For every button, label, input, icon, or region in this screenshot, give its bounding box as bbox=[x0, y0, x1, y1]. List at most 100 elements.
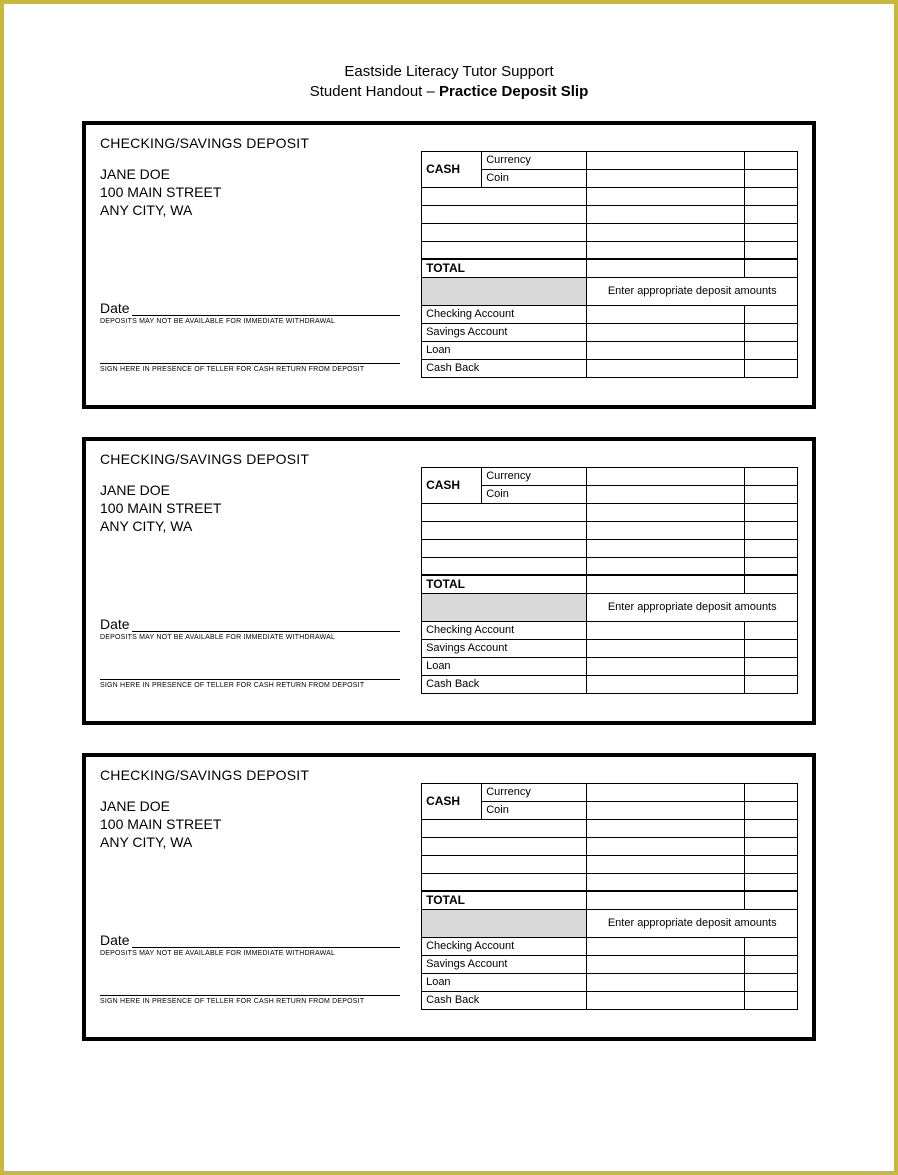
row-total: TOTAL bbox=[422, 891, 798, 909]
payee-street: 100 MAIN STREET bbox=[100, 499, 421, 517]
total-cents bbox=[745, 259, 798, 277]
payee-street: 100 MAIN STREET bbox=[100, 815, 421, 833]
date-block: Date DEPOSITS MAY NOT BE AVAILABLE FOR I… bbox=[100, 932, 400, 957]
checking-cents bbox=[745, 937, 798, 955]
coin-label: Coin bbox=[482, 169, 587, 187]
savings-cents bbox=[745, 323, 798, 341]
signature-line bbox=[100, 668, 400, 680]
row-blank-1 bbox=[422, 187, 798, 205]
payee-city: ANY CITY, WA bbox=[100, 833, 421, 851]
total-cents bbox=[745, 891, 798, 909]
cashback-label: Cash Back bbox=[422, 675, 587, 693]
checking-amount bbox=[587, 937, 745, 955]
deposit-slip: CHECKING/SAVINGS DEPOSIT JANE DOE 100 MA… bbox=[82, 753, 816, 1041]
row-blank-2 bbox=[422, 521, 798, 539]
cashback-amount bbox=[587, 675, 745, 693]
total-amount bbox=[587, 259, 745, 277]
row-cash-currency: CASH Currency bbox=[422, 467, 798, 485]
slip-right-column: CASH Currency Coin TOTAL bbox=[421, 765, 798, 1013]
deposit-table: CASH Currency Coin TOTAL bbox=[421, 151, 798, 378]
row-loan: Loan bbox=[422, 341, 798, 359]
cashback-cents bbox=[745, 991, 798, 1009]
document-header: Eastside Literacy Tutor Support Student … bbox=[82, 62, 816, 103]
total-label: TOTAL bbox=[422, 575, 587, 593]
row-blank-3 bbox=[422, 855, 798, 873]
total-cents bbox=[745, 575, 798, 593]
date-block: Date DEPOSITS MAY NOT BE AVAILABLE FOR I… bbox=[100, 300, 400, 325]
savings-label: Savings Account bbox=[422, 955, 587, 973]
loan-label: Loan bbox=[422, 341, 587, 359]
cash-label: CASH bbox=[422, 151, 482, 187]
savings-amount bbox=[587, 955, 745, 973]
coin-label: Coin bbox=[482, 485, 587, 503]
deposit-table: CASH Currency Coin TOTAL bbox=[421, 783, 798, 1010]
fine-print-availability: DEPOSITS MAY NOT BE AVAILABLE FOR IMMEDI… bbox=[100, 318, 400, 325]
date-line bbox=[132, 302, 400, 316]
total-amount bbox=[587, 575, 745, 593]
row-total: TOTAL bbox=[422, 575, 798, 593]
row-blank-4 bbox=[422, 873, 798, 891]
date-label: Date bbox=[100, 300, 130, 316]
row-blank-2 bbox=[422, 837, 798, 855]
currency-label: Currency bbox=[482, 151, 587, 169]
row-loan: Loan bbox=[422, 657, 798, 675]
row-blank-2 bbox=[422, 205, 798, 223]
row-cash-currency: CASH Currency bbox=[422, 783, 798, 801]
total-amount bbox=[587, 891, 745, 909]
loan-cents bbox=[745, 973, 798, 991]
row-blank-3 bbox=[422, 223, 798, 241]
row-cashback: Cash Back bbox=[422, 359, 798, 377]
hint-text: Enter appropriate deposit amounts bbox=[587, 909, 798, 937]
total-label: TOTAL bbox=[422, 891, 587, 909]
hint-text: Enter appropriate deposit amounts bbox=[587, 593, 798, 621]
row-savings: Savings Account bbox=[422, 323, 798, 341]
header-line-2-bold: Practice Deposit Slip bbox=[439, 83, 588, 100]
row-cashback: Cash Back bbox=[422, 675, 798, 693]
currency-label: Currency bbox=[482, 783, 587, 801]
row-checking: Checking Account bbox=[422, 937, 798, 955]
fine-print-availability: DEPOSITS MAY NOT BE AVAILABLE FOR IMMEDI… bbox=[100, 950, 400, 957]
cashback-cents bbox=[745, 359, 798, 377]
coin-label: Coin bbox=[482, 801, 587, 819]
signature-line bbox=[100, 984, 400, 996]
cashback-label: Cash Back bbox=[422, 991, 587, 1009]
savings-cents bbox=[745, 955, 798, 973]
row-blank-4 bbox=[422, 241, 798, 259]
loan-amount bbox=[587, 341, 745, 359]
row-blank-1 bbox=[422, 819, 798, 837]
currency-cents bbox=[745, 467, 798, 485]
signature-block: SIGN HERE IN PRESENCE OF TELLER FOR CASH… bbox=[100, 984, 400, 1005]
currency-label: Currency bbox=[482, 467, 587, 485]
date-line bbox=[132, 618, 400, 632]
checking-amount bbox=[587, 621, 745, 639]
row-total: TOTAL bbox=[422, 259, 798, 277]
row-blank-1 bbox=[422, 503, 798, 521]
document: Eastside Literacy Tutor Support Student … bbox=[22, 22, 876, 1079]
checking-amount bbox=[587, 305, 745, 323]
signature-line bbox=[100, 352, 400, 364]
loan-cents bbox=[745, 657, 798, 675]
payee-street: 100 MAIN STREET bbox=[100, 183, 421, 201]
fine-print-signature: SIGN HERE IN PRESENCE OF TELLER FOR CASH… bbox=[100, 998, 400, 1005]
coin-cents bbox=[745, 169, 798, 187]
header-line-2-prefix: Student Handout – bbox=[310, 83, 439, 100]
cashback-label: Cash Back bbox=[422, 359, 587, 377]
deposit-slip: CHECKING/SAVINGS DEPOSIT JANE DOE 100 MA… bbox=[82, 437, 816, 725]
cash-label: CASH bbox=[422, 467, 482, 503]
checking-label: Checking Account bbox=[422, 621, 587, 639]
deposit-table: CASH Currency Coin TOTAL bbox=[421, 467, 798, 694]
slip-title: CHECKING/SAVINGS DEPOSIT bbox=[100, 135, 421, 151]
date-label: Date bbox=[100, 616, 130, 632]
slip-left-column: CHECKING/SAVINGS DEPOSIT JANE DOE 100 MA… bbox=[100, 765, 421, 1013]
savings-cents bbox=[745, 639, 798, 657]
payee-city: ANY CITY, WA bbox=[100, 517, 421, 535]
row-hint: Enter appropriate deposit amounts bbox=[422, 277, 798, 305]
loan-amount bbox=[587, 973, 745, 991]
coin-amount bbox=[587, 169, 745, 187]
header-line-2: Student Handout – Practice Deposit Slip bbox=[82, 82, 816, 102]
checking-cents bbox=[745, 621, 798, 639]
payee-city: ANY CITY, WA bbox=[100, 201, 421, 219]
fine-print-signature: SIGN HERE IN PRESENCE OF TELLER FOR CASH… bbox=[100, 366, 400, 373]
savings-amount bbox=[587, 323, 745, 341]
row-cash-currency: CASH Currency bbox=[422, 151, 798, 169]
